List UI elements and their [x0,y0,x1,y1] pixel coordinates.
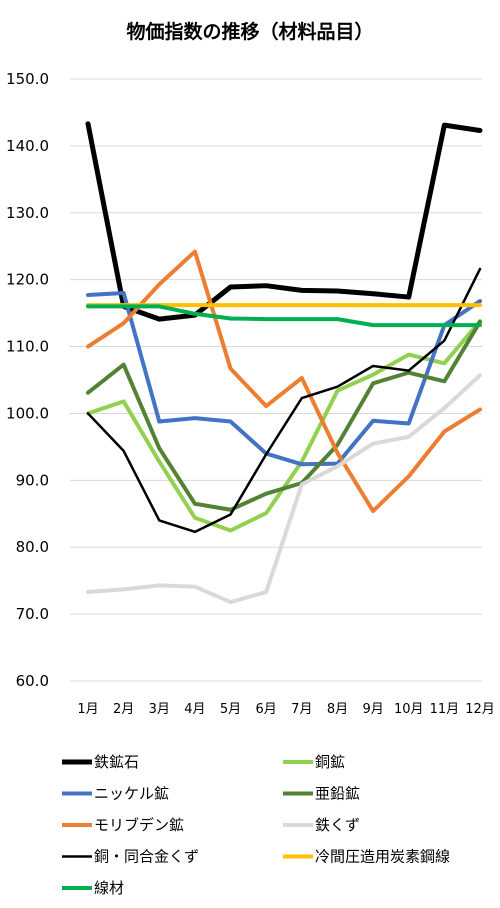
y-tick-label: 60.0 [16,672,49,690]
y-tick-label: 80.0 [16,538,49,556]
legend-label: モリブデン鉱 [94,816,184,834]
series-line-4 [86,249,482,514]
y-tick-label: 70.0 [16,605,49,623]
y-tick-label: 150.0 [6,70,49,88]
series-line-2 [86,291,482,467]
y-tick-label: 110.0 [6,338,49,356]
x-tick-label: 3月 [149,702,170,717]
x-tick-label: 2月 [113,702,134,717]
legend-label: ニッケル鉱 [94,785,169,803]
x-tick-label: 11月 [430,702,460,717]
legend-label: 亜鉛鉱 [315,785,360,803]
y-tick-label: 100.0 [6,404,49,422]
y-tick-label: 130.0 [6,204,49,222]
legend-label: 線材 [94,879,124,897]
plot-area [85,121,483,605]
x-tick-label: 6月 [256,702,277,717]
x-tick-label: 8月 [327,702,348,717]
y-tick-label: 90.0 [16,471,49,489]
x-tick-label: 1月 [77,702,98,717]
x-tick-label: 5月 [220,702,241,717]
legend-label: 鉄鉱石 [94,753,139,771]
x-tick-label: 10月 [394,702,424,717]
series-line-6 [86,267,482,534]
series-line-0 [85,121,483,322]
x-tick-label: 4月 [184,702,205,717]
series-line-3 [86,319,482,512]
legend-label: 冷間圧造用炭素鋼線 [315,848,450,866]
y-tick-label: 120.0 [6,271,49,289]
x-axis: 1月 2月 3月 4月 5月 6月 7月 8月 9月 10月 11月 12月 [77,702,494,717]
legend-label: 銅・同合金くず [94,848,199,866]
legend-label: 鉄くず [315,816,360,834]
y-tick-label: 140.0 [6,137,49,155]
x-tick-label: 9月 [362,702,383,717]
series-line-8 [86,304,482,328]
series-line-5 [86,373,482,605]
x-tick-label: 12月 [465,702,495,717]
chart-title: 物価指数の推移（材料品目） [126,20,373,43]
legend-label: 銅鉱 [315,753,345,771]
x-tick-label: 7月 [291,702,312,717]
y-axis: 60.0 70.0 80.0 90.0 100.0 110.0 120.0 130.0 140.… [6,70,49,690]
